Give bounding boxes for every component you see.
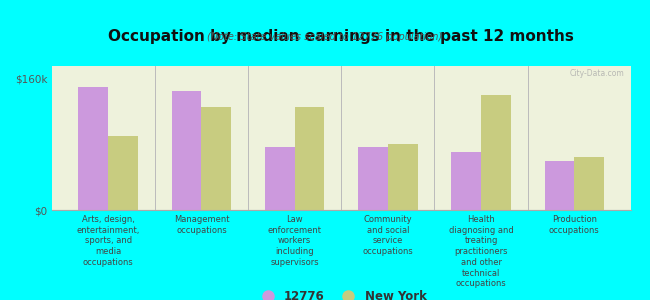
Bar: [172, 91, 202, 210]
Bar: [265, 148, 294, 210]
Text: (Note: State values scaled to 12776 population): (Note: State values scaled to 12776 popu…: [207, 32, 443, 41]
Bar: [78, 87, 108, 210]
Title: Occupation by median earnings in the past 12 months: Occupation by median earnings in the pas…: [109, 29, 574, 44]
Bar: [451, 152, 481, 210]
Bar: [108, 136, 138, 210]
Bar: [202, 107, 231, 210]
Bar: [575, 157, 604, 210]
Text: City-Data.com: City-Data.com: [570, 69, 625, 78]
Bar: [388, 144, 418, 210]
Bar: [545, 160, 575, 210]
Bar: [294, 107, 324, 210]
Bar: [481, 95, 511, 210]
Legend: 12776, New York: 12776, New York: [251, 285, 432, 300]
Bar: [358, 148, 388, 210]
